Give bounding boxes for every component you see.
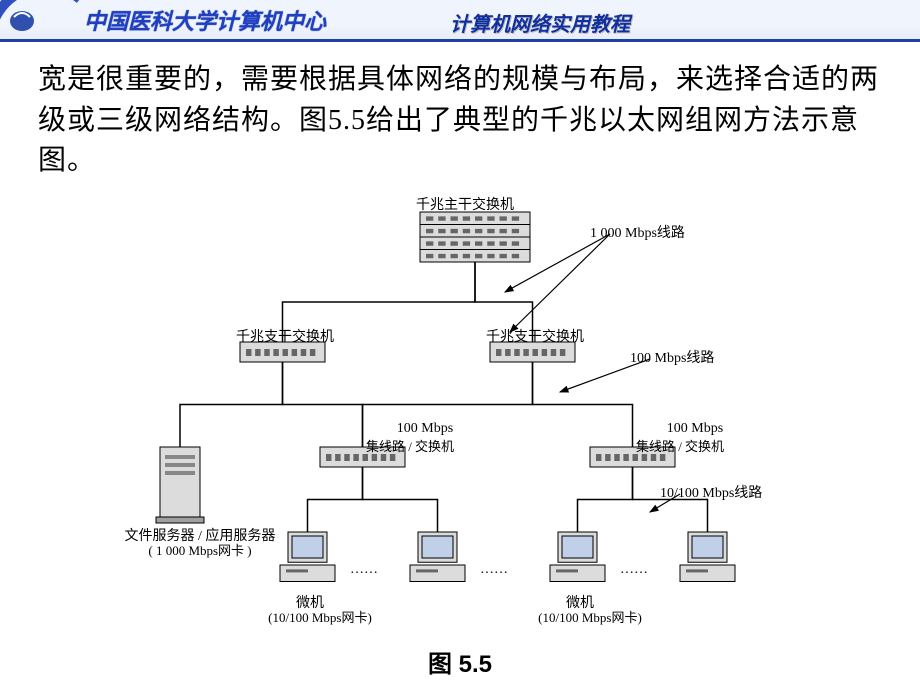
link-speed-label: 100 Mbps线路 <box>630 347 714 367</box>
core-switch-icon <box>420 212 530 262</box>
ellipsis: …… <box>480 562 508 578</box>
device-sublabel: ( 1 000 Mbps网卡 ) <box>120 540 280 559</box>
course-title: 计算机网络实用教程 <box>450 8 630 37</box>
pc-icon <box>550 532 605 582</box>
device-label: 100 Mbps <box>635 421 755 437</box>
device-label: 千兆支干交换机 <box>475 326 595 346</box>
device-sublabel: (10/100 Mbps网卡) <box>250 607 390 626</box>
figure-caption: 图 5.5 <box>0 644 920 679</box>
network-diagram: 1 000 Mbps线路 100 Mbps线路 10/100 Mbps线路 千兆主干交… <box>110 182 810 642</box>
device-label: 千兆主干交换机 <box>405 194 525 214</box>
pc-icon <box>680 532 735 582</box>
device-sublabel: 集线路 / 交换机 <box>610 436 750 455</box>
device-label: 100 Mbps <box>365 421 485 437</box>
device-sublabel: (10/100 Mbps网卡) <box>520 607 660 626</box>
server-icon <box>156 447 204 523</box>
pc-icon <box>280 532 335 582</box>
link-speed-label: 1 000 Mbps线路 <box>590 222 685 242</box>
body-paragraph: 宽是很重要的，需要根据具体网络的规模与布局，来选择合适的两级或三级网络结构。图5… <box>0 42 920 182</box>
device-label: 千兆支干交换机 <box>225 326 345 346</box>
logo-arc <box>0 0 80 41</box>
pc-icon <box>410 532 465 582</box>
link-speed-label: 10/100 Mbps线路 <box>660 482 762 502</box>
org-title: 中国医科大学计算机中心 <box>84 4 326 36</box>
ellipsis: …… <box>350 562 378 578</box>
slide-header: 中国医科大学计算机中心 计算机网络实用教程 <box>0 0 920 42</box>
device-sublabel: 集线路 / 交换机 <box>340 436 480 455</box>
ellipsis: …… <box>620 562 648 578</box>
